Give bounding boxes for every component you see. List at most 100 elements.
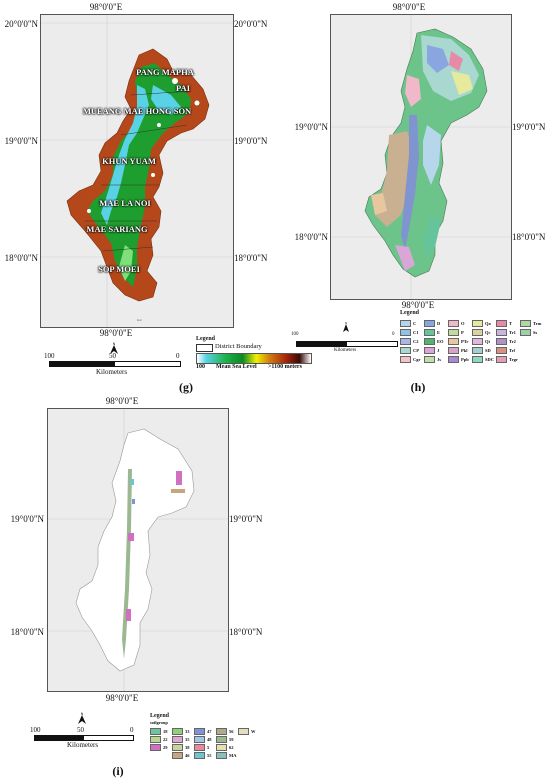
h-scale-bar — [296, 341, 398, 347]
i-legend-code: 48 — [207, 737, 212, 742]
g-map-frame[interactable]: Esri PANG MAPHA PAI MUEANG MAE HONG SON … — [40, 14, 234, 328]
g-district-label: PAI — [175, 83, 191, 93]
i-legend-swatch — [172, 752, 183, 759]
g-lon-top: 98°0'0"E — [89, 2, 123, 12]
h-unit-area — [449, 51, 463, 71]
h-legend-swatch — [496, 347, 507, 354]
g-scale-mid: 50 — [109, 352, 116, 360]
i-legend-item: 18 — [150, 728, 168, 735]
i-legend-swatch — [172, 728, 183, 735]
i-legend-item: 5 — [194, 744, 209, 751]
i-map-frame[interactable] — [47, 408, 229, 692]
i-legend-code: MA — [229, 753, 237, 758]
h-unit-area — [451, 71, 473, 95]
h-legend-item: C — [400, 320, 416, 327]
h-legend-swatch — [448, 329, 459, 336]
g-north-arrow-icon: N — [110, 342, 118, 354]
h-legend-code: Tr2 — [509, 339, 516, 344]
i-legend-item: 29 — [150, 744, 168, 751]
g-district-label: SOP MOEI — [98, 264, 140, 274]
g-boundary-swatch — [196, 344, 213, 352]
i-legend-item: 56 — [216, 728, 234, 735]
h-legend-item: SDC — [472, 356, 494, 363]
g-district-label: MUEANG MAE HONG SON — [82, 106, 192, 116]
h-lon-bottom: 98°0'0"E — [401, 300, 435, 310]
h-legend-swatch — [496, 320, 507, 327]
i-soil-area — [176, 471, 182, 485]
svg-text:N: N — [345, 321, 347, 325]
h-legend-code: Trm — [533, 321, 542, 326]
g-district-label: PANG MAPHA — [136, 67, 194, 77]
g-valley-3 — [119, 245, 133, 281]
i-legend-code: 18 — [163, 729, 168, 734]
i-scale-right: 0 — [130, 726, 134, 734]
i-legend-swatch — [194, 736, 205, 743]
i-legend-item: MA — [216, 752, 237, 759]
h-unit-area — [423, 215, 441, 259]
i-legend-code: 38 — [185, 745, 190, 750]
g-elev-high: >1100 meters — [268, 364, 302, 370]
g-district-label: MAE SARIANG — [86, 224, 148, 234]
h-legend-title: Legend — [400, 310, 420, 316]
g-elev-label: Mean Sea Level — [216, 364, 257, 370]
h-legend-code: Pkl — [461, 348, 468, 353]
g-district-boundaries — [85, 90, 192, 252]
g-elevation-map: Esri — [41, 15, 233, 327]
h-legend-code: Qt — [485, 339, 490, 344]
h-legend-item: E — [424, 329, 440, 336]
g-valley-1 — [101, 85, 149, 225]
i-lat-19-right: 19°0'0"N — [229, 514, 263, 524]
i-soil-area — [122, 469, 132, 659]
i-legend-item: W — [238, 728, 256, 735]
g-lat-20-right: 20°0'0"N — [234, 19, 268, 29]
h-lon-top: 98°0'0"E — [392, 2, 426, 12]
i-legend-code: W — [251, 729, 256, 734]
h-legend-item: EO — [424, 338, 444, 345]
h-legend-code: Trgr — [509, 357, 518, 362]
i-legend-item: 47 — [194, 728, 212, 735]
i-legend-code: 33 — [185, 729, 190, 734]
i-legend-swatch — [216, 752, 227, 759]
h-legend-swatch — [424, 329, 435, 336]
i-legend-header: soilgroup — [150, 720, 168, 725]
h-legend-swatch — [472, 338, 483, 345]
h-map-frame[interactable] — [330, 14, 512, 300]
i-scale-unit: Kilometers — [67, 741, 99, 749]
h-legend-code: T — [509, 321, 513, 326]
h-legend-item: CP — [400, 347, 419, 354]
h-legend-item: Trgr — [496, 356, 518, 363]
h-legend-swatch — [424, 338, 435, 345]
h-legend-item: Trm — [520, 320, 541, 327]
i-soil-area — [171, 489, 185, 493]
h-legend-item: Qc — [472, 329, 491, 336]
g-panel-label: (g) — [179, 380, 193, 394]
h-legend-swatch — [496, 356, 507, 363]
i-legend-item: 35 — [172, 736, 190, 743]
g-legend-title: Legend — [196, 336, 216, 342]
h-legend-swatch — [400, 347, 411, 354]
h-legend-code: PTr — [461, 339, 469, 344]
h-legend-swatch — [424, 356, 435, 363]
i-legend-item: 22 — [150, 736, 168, 743]
h-legend-swatch — [472, 329, 483, 336]
g-peak — [194, 100, 200, 106]
i-legend-swatch — [238, 728, 249, 735]
h-legend-item: Cgr — [400, 356, 421, 363]
i-legend-code: 46 — [185, 753, 190, 758]
h-legend-item: Tr1 — [496, 329, 516, 336]
i-legend-swatch — [216, 728, 227, 735]
i-lon-top: 98°0'0"E — [105, 396, 139, 406]
i-legend-code: 55 — [207, 753, 212, 758]
h-unit-area — [405, 75, 421, 107]
i-legend-code: 47 — [207, 729, 212, 734]
h-legend-swatch — [496, 338, 507, 345]
h-legend-swatch — [400, 338, 411, 345]
g-peak — [87, 209, 91, 213]
g-lat-18-right: 18°0'0"N — [234, 253, 268, 263]
i-legend-code: 62 — [229, 745, 234, 750]
h-legend-code: C1 — [413, 330, 419, 335]
h-legend-code: O — [461, 321, 465, 326]
g-lat-18-left: 18°0'0"N — [4, 253, 38, 263]
h-unit-area — [423, 125, 441, 185]
h-legend-swatch — [448, 356, 459, 363]
